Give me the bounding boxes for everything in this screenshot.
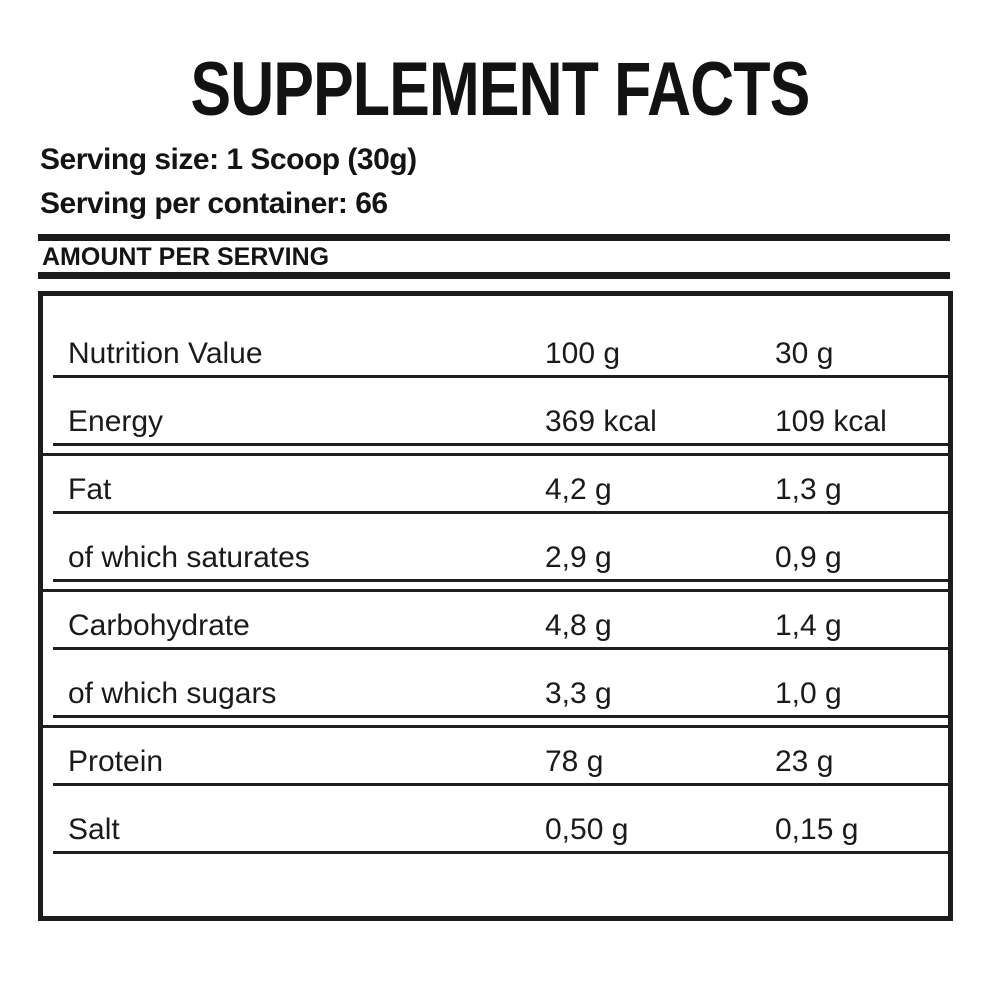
row-underline bbox=[53, 647, 948, 650]
table-row: Protein 78 g 23 g bbox=[43, 718, 948, 786]
row-underline bbox=[53, 511, 948, 514]
label-title: SUPPLEMENT FACTS bbox=[190, 47, 811, 132]
serving-per-container-text: Serving per container: 66 bbox=[40, 187, 388, 220]
value-per-30g: 1,3 g bbox=[775, 473, 842, 506]
nutrient-label: Carbohydrate bbox=[68, 609, 250, 642]
value-per-100g: 2,9 g bbox=[545, 541, 612, 574]
value-per-30g: 1,4 g bbox=[775, 609, 842, 642]
value-per-100g: 0,50 g bbox=[545, 813, 629, 846]
nutrient-label: Fat bbox=[68, 473, 112, 506]
nutrient-label: Protein bbox=[68, 745, 164, 778]
value-per-30g: 30 g bbox=[775, 337, 834, 370]
row-underline bbox=[53, 375, 948, 378]
facts-table-body: Nutrition Value 100 g 30 g Energy 369 kc… bbox=[38, 296, 953, 854]
value-per-100g: 369 kcal bbox=[545, 405, 657, 438]
nutrient-label: Energy bbox=[68, 405, 164, 438]
table-row: Energy 369 kcal 109 kcal bbox=[38, 378, 953, 456]
value-per-30g: 23 g bbox=[775, 745, 834, 778]
section-divider-bottom bbox=[38, 272, 950, 279]
value-per-30g: 0,15 g bbox=[775, 813, 859, 846]
row-underline bbox=[53, 783, 948, 786]
table-row: Carbohydrate 4,8 g 1,4 g bbox=[43, 582, 948, 650]
table-row: Fat 4,2 g 1,3 g bbox=[43, 446, 948, 514]
nutrient-label: of which saturates bbox=[68, 541, 310, 574]
value-per-100g: 3,3 g bbox=[545, 677, 612, 710]
amount-per-serving-heading: AMOUNT PER SERVING bbox=[42, 243, 330, 271]
table-row: of which sugars 3,3 g 1,0 g bbox=[38, 650, 953, 728]
value-per-30g: 1,0 g bbox=[775, 677, 842, 710]
value-per-100g: 100 g bbox=[545, 337, 621, 370]
nutrient-label: Salt bbox=[68, 813, 120, 846]
table-row: Salt 0,50 g 0,15 g bbox=[43, 786, 948, 854]
facts-table: Nutrition Value 100 g 30 g Energy 369 kc… bbox=[38, 291, 953, 921]
section-divider-top bbox=[38, 234, 950, 241]
value-per-100g: 4,2 g bbox=[545, 473, 612, 506]
value-per-30g: 0,9 g bbox=[775, 541, 842, 574]
serving-size-text: Serving size: 1 Scoop (30g) bbox=[40, 143, 417, 176]
value-per-100g: 78 g bbox=[545, 745, 604, 778]
row-underline bbox=[53, 715, 948, 718]
value-per-30g: 109 kcal bbox=[775, 405, 887, 438]
row-underline bbox=[53, 851, 948, 854]
row-underline bbox=[53, 443, 948, 446]
nutrient-label: of which sugars bbox=[68, 677, 277, 710]
value-per-100g: 4,8 g bbox=[545, 609, 612, 642]
table-row: of which saturates 2,9 g 0,9 g bbox=[38, 514, 953, 592]
table-row: Nutrition Value 100 g 30 g bbox=[43, 310, 948, 378]
row-underline bbox=[53, 579, 948, 582]
nutrient-label: Nutrition Value bbox=[68, 337, 263, 370]
